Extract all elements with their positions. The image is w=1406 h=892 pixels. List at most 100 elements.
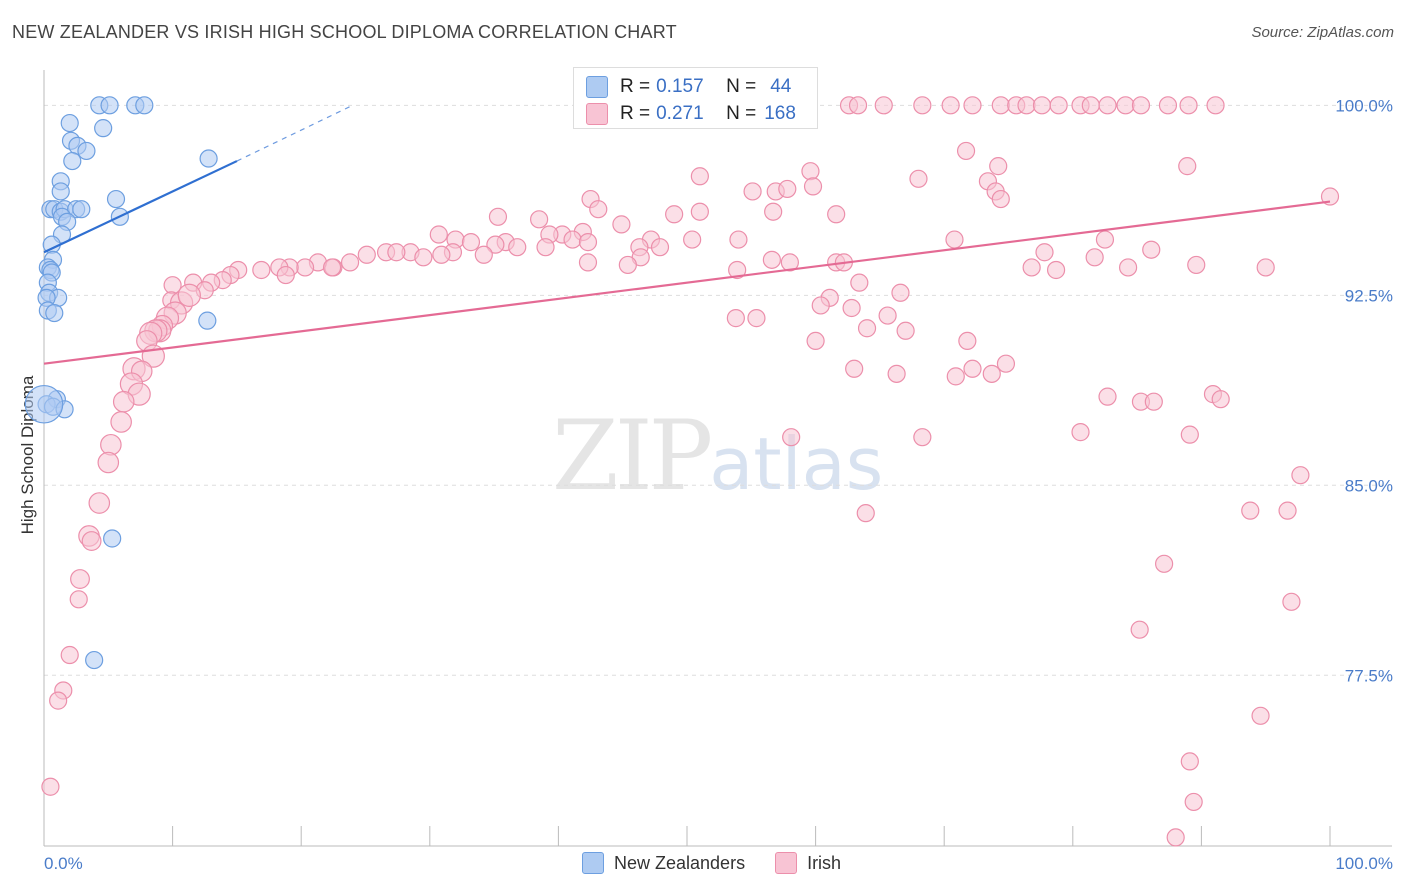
legend-swatch-new-zealanders	[586, 76, 608, 98]
legend-r-label: R =	[620, 76, 651, 97]
irish-point	[252, 260, 271, 280]
irish-point	[1085, 248, 1104, 267]
irish-point	[1035, 243, 1054, 262]
series-legend-irish: Irish	[775, 852, 841, 874]
new-zealanders-point	[77, 141, 96, 161]
irish-point	[963, 359, 982, 378]
irish-point	[536, 238, 555, 257]
legend-r-value: 0.271	[656, 103, 704, 124]
irish-point	[1017, 96, 1036, 115]
y-tick-label: 92.5%	[1345, 286, 1393, 305]
new-zealanders-point	[94, 119, 113, 138]
irish-point	[432, 245, 451, 264]
irish-point	[340, 253, 360, 272]
irish-trendline	[43, 200, 1331, 365]
irish-point	[887, 364, 906, 383]
irish-point	[848, 96, 868, 115]
irish-point	[1291, 466, 1310, 485]
irish-point	[958, 331, 977, 351]
irish-point	[1211, 390, 1230, 409]
irish-point	[88, 492, 111, 514]
irish-point	[461, 233, 481, 252]
series-label-new-zealanders: New Zealanders	[614, 852, 746, 873]
irish-point	[1049, 96, 1068, 115]
irish-point	[762, 250, 781, 269]
irish-point	[982, 364, 1001, 383]
new-zealanders-point	[135, 96, 154, 115]
irish-point	[112, 390, 135, 413]
irish-point	[1282, 592, 1301, 611]
irish-point	[956, 141, 976, 161]
irish-point	[1118, 258, 1138, 277]
irish-point	[1187, 255, 1206, 275]
series-label-irish: Irish	[807, 852, 842, 873]
irish-point	[650, 238, 670, 257]
irish-point	[1180, 425, 1199, 444]
irish-point	[1206, 96, 1225, 115]
series-legend: New Zealanders Irish	[582, 852, 871, 874]
y-tick-label: 77.5%	[1345, 666, 1393, 685]
irish-point	[1022, 258, 1041, 277]
irish-point	[690, 167, 709, 186]
legend-row-new-zealanders: R = 0.157 N = 44	[586, 74, 791, 100]
source-credit: Source: ZipAtlas.com	[1251, 24, 1394, 41]
irish-point	[850, 273, 869, 292]
irish-point	[60, 645, 79, 665]
irish-point	[726, 309, 745, 328]
irish-point	[1098, 96, 1117, 115]
irish-point	[322, 258, 342, 277]
irish-point	[896, 321, 915, 340]
irish-point	[665, 205, 684, 224]
irish-point	[941, 96, 960, 115]
irish-point	[874, 96, 893, 115]
new-zealanders-point	[63, 151, 82, 171]
irish-point	[782, 428, 801, 447]
new-zealanders-point	[60, 113, 79, 133]
irish-point	[1081, 96, 1100, 115]
legend-r-label: R =	[620, 103, 651, 124]
new-zealanders-trendline-extension	[236, 104, 353, 162]
irish-point	[1155, 554, 1174, 573]
irish-point	[1131, 96, 1151, 115]
x-tick-label-max: 100.0%	[1335, 854, 1393, 873]
irish-point	[909, 169, 928, 188]
irish-point	[387, 243, 406, 262]
legend-n-label: N =	[726, 76, 757, 97]
irish-point	[878, 306, 897, 325]
irish-point	[778, 179, 797, 199]
irish-point	[486, 235, 505, 254]
irish-point	[97, 451, 120, 474]
series-swatch-irish	[775, 852, 798, 874]
irish-point	[683, 230, 702, 249]
irish-point	[991, 96, 1010, 115]
irish-point	[578, 233, 598, 252]
legend-n-value: 168	[764, 103, 796, 124]
irish-point	[612, 215, 631, 234]
new-zealanders-point	[199, 149, 218, 168]
new-zealanders-point	[106, 189, 126, 209]
new-zealanders-point	[72, 200, 91, 219]
new-zealanders-point	[198, 311, 217, 330]
irish-point	[1178, 157, 1197, 176]
irish-point	[803, 177, 823, 196]
irish-point	[1158, 96, 1178, 115]
irish-point	[1098, 387, 1117, 406]
irish-point	[1184, 792, 1203, 812]
new-zealanders-point	[85, 650, 104, 670]
irish-point	[1130, 620, 1149, 639]
irish-point	[801, 162, 820, 181]
irish-point	[913, 96, 932, 115]
irish-point	[690, 202, 709, 221]
irish-point	[357, 245, 376, 264]
new-zealanders-trendline	[43, 160, 238, 254]
irish-point	[110, 411, 132, 433]
watermark: ZIPatlas	[552, 400, 883, 512]
irish-point	[1320, 187, 1340, 206]
irish-point	[1166, 828, 1185, 847]
irish-point	[563, 230, 582, 249]
irish-point	[429, 225, 448, 244]
new-zealanders-point	[45, 303, 64, 323]
irish-point	[414, 248, 433, 267]
irish-point	[1241, 501, 1260, 520]
